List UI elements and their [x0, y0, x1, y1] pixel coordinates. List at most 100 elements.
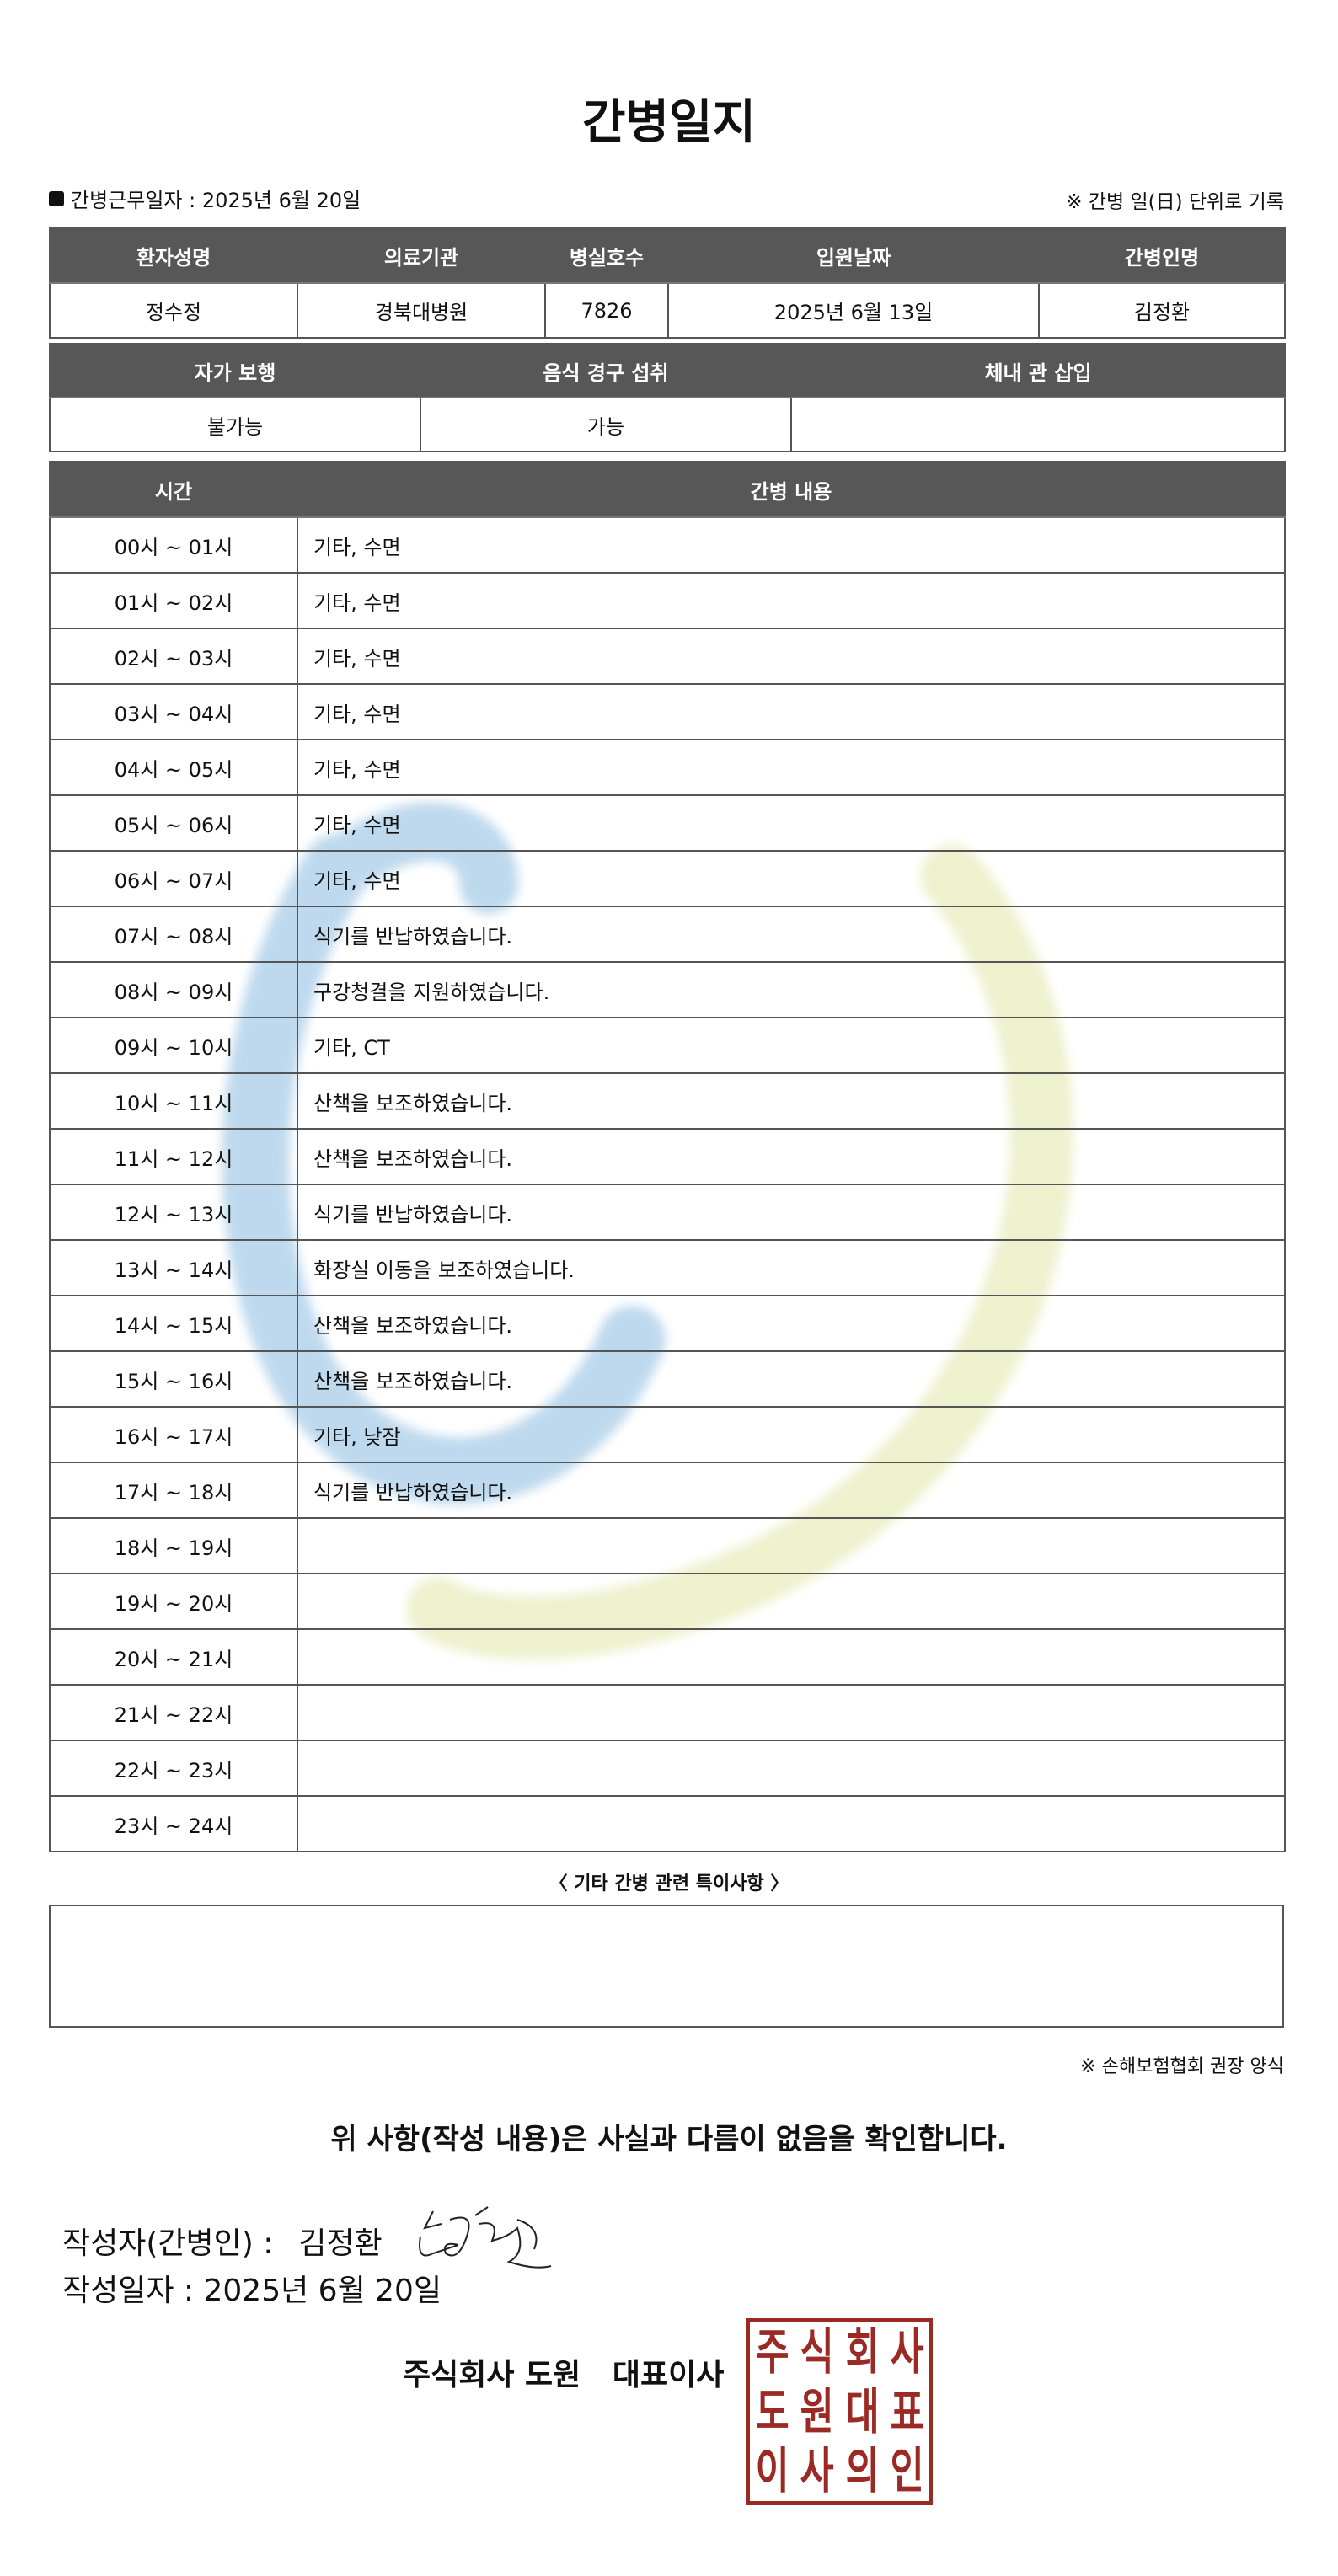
- time-slot: 08시 ~ 09시: [49, 961, 298, 1018]
- table-row: 10시 ~ 11시 산책을 보조하였습니다.: [49, 1072, 1286, 1130]
- table-row: 23시 ~ 24시: [49, 1795, 1286, 1852]
- care-content: 식기를 반납하였습니다.: [297, 1462, 1286, 1519]
- care-content: 기타, 수면: [297, 794, 1286, 852]
- care-content: 산책을 보조하였습니다.: [297, 1072, 1286, 1130]
- table-row: 01시 ~ 02시 기타, 수면: [49, 572, 1286, 629]
- care-content: [297, 1684, 1286, 1741]
- time-slot: 12시 ~ 13시: [49, 1184, 298, 1241]
- header-cell: 병실호수: [544, 227, 669, 284]
- admission-date: 2025년 6월 13일: [667, 282, 1040, 339]
- seal-glyph: 이: [755, 2442, 789, 2500]
- time-slot: 09시 ~ 10시: [49, 1017, 298, 1074]
- time-slot: 04시 ~ 05시: [49, 739, 298, 796]
- write-date: 작성일자 : 2025년 6월 20일: [62, 2274, 442, 2308]
- time-slot: 05시 ~ 06시: [49, 794, 298, 852]
- care-content: [297, 1795, 1286, 1852]
- seal-glyph: 주: [755, 2323, 789, 2381]
- table-row: 11시 ~ 12시 산책을 보조하였습니다.: [49, 1128, 1286, 1185]
- patient-info-table: 환자성명 의료기관 병실호수 입원날짜 간병인명 정수정 경북대병원 7826 2025년 6…: [49, 227, 1286, 339]
- table-row: 21시 ~ 22시: [49, 1684, 1286, 1741]
- time-slot: 10시 ~ 11시: [49, 1072, 298, 1130]
- header-cell: 의료기관: [297, 227, 546, 284]
- table-row: 17시 ~ 18시 식기를 반납하였습니다.: [49, 1462, 1286, 1519]
- care-content: 기타, CT: [297, 1017, 1286, 1074]
- table-row: 06시 ~ 07시 기타, 수면: [49, 850, 1286, 907]
- signature: [418, 2206, 552, 2269]
- time-slot: 22시 ~ 23시: [49, 1740, 298, 1797]
- table-row: 03시 ~ 04시 기타, 수면: [49, 683, 1286, 740]
- care-content: 산책을 보조하였습니다.: [297, 1128, 1286, 1185]
- caregiver-name: 김정환: [1038, 282, 1286, 339]
- care-content: 식기를 반납하였습니다.: [297, 906, 1286, 963]
- time-slot: 14시 ~ 15시: [49, 1295, 298, 1352]
- care-log-table: 시간 간병 내용 00시 ~ 01시 기타, 수면 01시 ~ 02시 기타, 수면 02…: [49, 461, 1286, 1852]
- care-content: 기타, 수면: [297, 516, 1286, 574]
- table-row: 09시 ~ 10시 기타, CT: [49, 1017, 1286, 1074]
- writer-line: 작성자(간병인) : 김정환: [62, 2203, 576, 2279]
- work-date: 간병근무일자 : 2025년 6월 20일: [49, 184, 361, 213]
- header-cell: 음식 경구 섭취: [420, 343, 792, 398]
- time-slot: 15시 ~ 16시: [49, 1350, 298, 1408]
- care-content: [297, 1573, 1286, 1630]
- time-slot: 07시 ~ 08시: [49, 906, 298, 963]
- time-slot: 16시 ~ 17시: [49, 1406, 298, 1463]
- oral-intake-status: 가능: [420, 397, 792, 452]
- care-content: 화장실 이동을 보조하였습니다.: [297, 1239, 1286, 1296]
- time-slot: 23시 ~ 24시: [49, 1795, 298, 1852]
- table-row: 16시 ~ 17시 기타, 낮잠: [49, 1406, 1286, 1463]
- time-slot: 20시 ~ 21시: [49, 1628, 298, 1686]
- care-content: 산책을 보조하였습니다.: [297, 1295, 1286, 1352]
- table-row: 15시 ~ 16시 산책을 보조하였습니다.: [49, 1350, 1286, 1408]
- header-cell: 환자성명: [49, 227, 298, 284]
- hospital: 경북대병원: [297, 282, 546, 339]
- patient-name: 정수정: [49, 282, 298, 339]
- seal-glyph: 원: [800, 2382, 835, 2440]
- care-content: 기타, 수면: [297, 683, 1286, 740]
- header-cell: 자가 보행: [49, 343, 421, 398]
- time-slot: 00시 ~ 01시: [49, 516, 298, 574]
- care-content: 기타, 수면: [297, 572, 1286, 629]
- care-content: [297, 1628, 1286, 1686]
- walking-status: 불가능: [49, 397, 421, 452]
- time-slot: 02시 ~ 03시: [49, 628, 298, 685]
- header-cell: 시간: [49, 461, 298, 518]
- time-slot: 01시 ~ 02시: [49, 572, 298, 629]
- header-cell: 체내 관 삽입: [790, 343, 1286, 398]
- table-row: 13시 ~ 14시 화장실 이동을 보조하였습니다.: [49, 1239, 1286, 1296]
- page-title: 간병일지: [581, 95, 757, 150]
- care-content: [297, 1740, 1286, 1797]
- work-date-text: 간병근무일자 : 2025년 6월 20일: [71, 189, 361, 212]
- seal-glyph: 사: [800, 2442, 835, 2500]
- confirmation-statement: 위 사항(작성 내용)은 사실과 다름이 없음을 확인합니다.: [330, 2123, 1008, 2156]
- time-slot: 11시 ~ 12시: [49, 1128, 298, 1185]
- special-notes-label: 〈 기타 간병 관련 특이사항 〉: [549, 1873, 789, 1895]
- table-row: 05시 ~ 06시 기타, 수면: [49, 794, 1286, 852]
- time-slot: 18시 ~ 19시: [49, 1517, 298, 1574]
- header-cell: 간병 내용: [297, 461, 1286, 518]
- table-row: 18시 ~ 19시: [49, 1517, 1286, 1574]
- seal-glyph: 식: [800, 2323, 835, 2381]
- patient-status-table: 자가 보행 음식 경구 섭취 체내 관 삽입 불가능 가능: [49, 343, 1286, 452]
- seal-glyph: 표: [890, 2382, 924, 2440]
- seal-glyph: 사: [890, 2323, 924, 2381]
- table-row: 20시 ~ 21시: [49, 1628, 1286, 1686]
- header-cell: 간병인명: [1038, 227, 1286, 284]
- company-representative: 주식회사 도원 대표이사: [403, 2358, 725, 2392]
- time-slot: 21시 ~ 22시: [49, 1684, 298, 1741]
- table-row: 14시 ~ 15시 산책을 보조하였습니다.: [49, 1295, 1286, 1352]
- table-row: 07시 ~ 08시 식기를 반납하였습니다.: [49, 906, 1286, 963]
- table-row: 00시 ~ 01시 기타, 수면: [49, 516, 1286, 574]
- seal-glyph: 의: [845, 2442, 880, 2500]
- time-slot: 06시 ~ 07시: [49, 850, 298, 907]
- room-number: 7826: [544, 282, 669, 339]
- table-row: 08시 ~ 09시 구강청결을 지원하였습니다.: [49, 961, 1286, 1018]
- care-content: 산책을 보조하였습니다.: [297, 1350, 1286, 1408]
- tube-insertion-status: [790, 397, 1286, 452]
- seal-glyph: 회: [845, 2323, 880, 2381]
- writer-name: 김정환: [298, 2226, 383, 2261]
- care-content: 기타, 수면: [297, 628, 1286, 685]
- time-slot: 19시 ~ 20시: [49, 1573, 298, 1630]
- time-slot: 13시 ~ 14시: [49, 1239, 298, 1296]
- table-row: 04시 ~ 05시 기타, 수면: [49, 739, 1286, 796]
